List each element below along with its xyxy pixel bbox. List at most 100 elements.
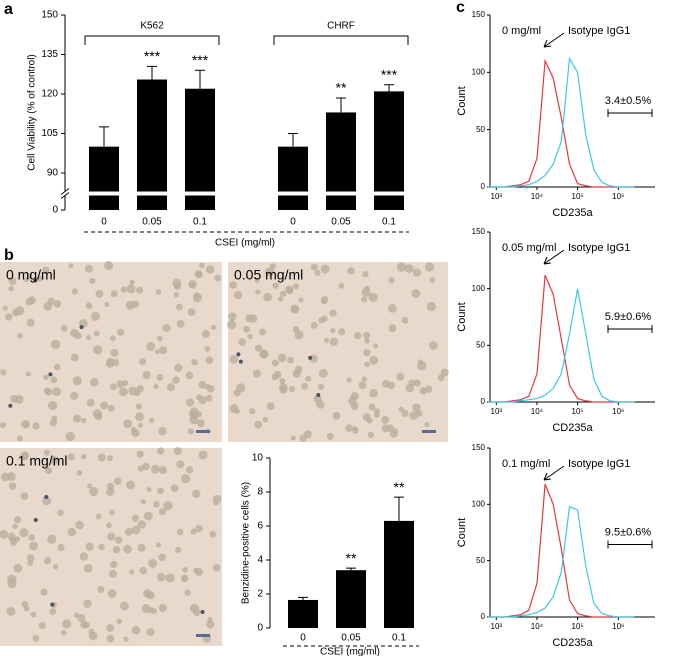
cell xyxy=(154,349,160,355)
cell xyxy=(38,622,46,630)
cell xyxy=(415,409,423,417)
cell xyxy=(20,453,29,461)
cell xyxy=(317,383,325,391)
cell xyxy=(136,450,144,458)
cell xyxy=(198,450,208,460)
cell xyxy=(388,277,395,284)
x-axis-label: CD235a xyxy=(552,207,593,219)
cell xyxy=(247,334,253,340)
cell xyxy=(48,400,58,411)
cell xyxy=(0,529,9,539)
cell xyxy=(7,574,17,584)
cell xyxy=(68,263,74,269)
arrow xyxy=(543,32,565,48)
cell xyxy=(72,376,82,386)
y-axis-label: Count xyxy=(456,86,468,115)
cell xyxy=(249,408,256,415)
cell xyxy=(388,324,397,333)
y-tick-label: 0 xyxy=(257,623,263,634)
cell xyxy=(290,305,299,314)
y-axis-label: Benzidine-positive cells (%) xyxy=(241,482,252,604)
cell xyxy=(184,589,191,596)
group-label: CHRF xyxy=(327,21,355,32)
cell xyxy=(229,354,239,364)
y-tick-label: 135 xyxy=(41,49,58,60)
cell xyxy=(212,494,222,504)
cell xyxy=(176,460,185,469)
group-bracket xyxy=(273,35,409,45)
cell xyxy=(426,301,437,312)
scale-bar xyxy=(196,430,210,433)
cell xyxy=(137,543,146,552)
cell xyxy=(123,636,129,642)
cell xyxy=(43,556,52,565)
cell xyxy=(205,394,213,402)
stained-cell xyxy=(33,278,38,283)
cell xyxy=(110,560,118,569)
error-bar xyxy=(298,596,308,600)
cell xyxy=(93,345,103,355)
cell xyxy=(401,316,409,324)
cell xyxy=(321,315,328,323)
cell xyxy=(85,302,93,310)
cell xyxy=(69,391,79,401)
cell xyxy=(367,431,374,439)
x-axis-label: CD235a xyxy=(552,422,593,434)
cell xyxy=(124,527,133,536)
cell xyxy=(338,282,345,289)
cell xyxy=(292,326,300,333)
cell xyxy=(263,292,272,302)
cell xyxy=(368,403,376,411)
cell xyxy=(142,462,150,471)
cell xyxy=(158,507,167,516)
y-tick-label: 150 xyxy=(472,10,486,19)
cell xyxy=(107,404,115,412)
significance: *** xyxy=(381,66,398,82)
cell xyxy=(67,527,77,537)
x-tick-label: 10⁶ xyxy=(612,622,624,631)
x-axis-label: CD235a xyxy=(552,637,593,649)
cell xyxy=(85,542,94,551)
cell xyxy=(404,264,414,274)
cell xyxy=(298,297,304,303)
histogram-line xyxy=(488,56,635,188)
cell xyxy=(15,306,25,316)
cell xyxy=(329,337,339,347)
x-tick-label: 0 xyxy=(300,633,306,644)
cell xyxy=(229,281,237,289)
cell xyxy=(424,421,430,428)
cell xyxy=(146,341,156,351)
cell xyxy=(424,385,433,393)
error-bar xyxy=(346,567,356,571)
cell xyxy=(36,275,43,282)
y-tick-label: 50 xyxy=(476,125,485,134)
cell xyxy=(401,409,409,417)
cell xyxy=(70,353,79,362)
arrow xyxy=(543,249,565,265)
significance: *** xyxy=(192,52,209,68)
x-tick-label: 10⁴ xyxy=(531,407,544,416)
cell xyxy=(153,383,159,390)
cell xyxy=(362,271,369,278)
cell xyxy=(278,296,284,302)
cell xyxy=(79,552,89,561)
gate xyxy=(607,109,653,117)
cell xyxy=(8,277,17,286)
cell xyxy=(305,375,312,382)
significance: *** xyxy=(144,48,161,64)
cell xyxy=(412,268,422,277)
bar xyxy=(89,146,119,210)
cell xyxy=(412,403,421,412)
cell xyxy=(120,286,128,293)
cell xyxy=(279,290,287,298)
x-tick-label: 0.05 xyxy=(341,633,361,644)
cell xyxy=(146,591,155,600)
stained-cell xyxy=(44,494,49,499)
cell xyxy=(163,500,173,511)
x-tick-label: 10⁴ xyxy=(531,192,544,201)
cell xyxy=(187,308,196,317)
cell xyxy=(185,371,194,380)
cell xyxy=(369,355,379,365)
cell xyxy=(110,348,119,357)
